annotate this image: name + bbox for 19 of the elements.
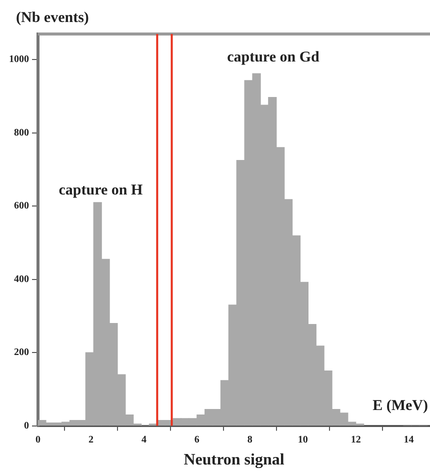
y-tick-label: 400 <box>14 274 29 285</box>
y-tick-label: 0 <box>24 420 29 432</box>
x-tick-label: 6 <box>194 434 200 446</box>
y-tick-label: 600 <box>14 200 29 212</box>
x-tick-label: 2 <box>88 434 94 446</box>
x-tick-label: 10 <box>298 434 308 446</box>
annotation: capture on H <box>58 182 143 199</box>
x-tick-label: 8 <box>247 434 252 446</box>
annotation: capture on Gd <box>227 49 320 66</box>
y-tick-label: 1000 <box>9 54 29 66</box>
annotation: E (MeV) <box>372 398 428 414</box>
x-axis-title: Neutron signal <box>184 452 285 469</box>
x-tick-label: 0 <box>36 434 40 446</box>
x-tick-label: 12 <box>350 434 361 446</box>
x-tick-label: 4 <box>141 434 146 446</box>
y-tick-label: 200 <box>14 347 29 358</box>
x-tick-label: 14 <box>404 434 414 446</box>
y-tick-label: 800 <box>14 127 29 138</box>
y-axis-title: (Nb events) <box>16 10 89 26</box>
